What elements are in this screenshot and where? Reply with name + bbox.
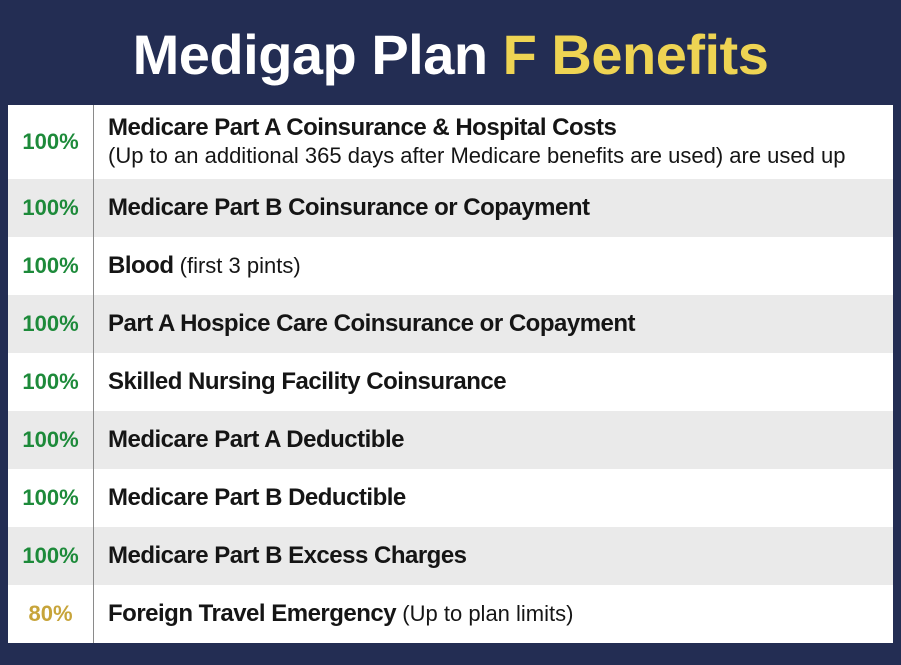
table-row: 100% Medicare Part B Coinsurance or Copa… [8, 179, 893, 237]
benefit-title: Part A Hospice Care Coinsurance or Copay… [108, 310, 635, 337]
description-cell: Medicare Part B Coinsurance or Copayment [94, 186, 893, 230]
title-part1: Medigap Plan [133, 23, 503, 86]
description-cell: Medicare Part B Deductible [94, 476, 893, 520]
title-part2: F Benefits [503, 23, 769, 86]
percent-cell: 100% [8, 237, 94, 295]
percent-cell: 100% [8, 469, 94, 527]
benefit-title: Medicare Part A Coinsurance & Hospital C… [108, 114, 616, 141]
description-cell: Medicare Part B Excess Charges [94, 534, 893, 578]
benefit-title: Foreign Travel Emergency [108, 600, 402, 627]
description-cell: Medicare Part A Deductible [94, 418, 893, 462]
percent-cell: 100% [8, 105, 94, 179]
table-row: 100% Medicare Part A Deductible [8, 411, 893, 469]
percent-cell: 80% [8, 585, 94, 643]
benefit-note: (Up to an additional 365 days after Medi… [108, 143, 845, 168]
benefits-table: 100% Medicare Part A Coinsurance & Hospi… [8, 105, 893, 643]
table-row: 100% Blood (first 3 pints) [8, 237, 893, 295]
percent-cell: 100% [8, 411, 94, 469]
benefit-title: Medicare Part B Excess Charges [108, 542, 467, 569]
description-cell: Foreign Travel Emergency (Up to plan lim… [94, 592, 893, 636]
benefit-title: Blood [108, 252, 180, 279]
description-cell: Part A Hospice Care Coinsurance or Copay… [94, 302, 893, 346]
benefit-note: (Up to plan limits) [402, 601, 573, 626]
description-cell: Skilled Nursing Facility Coinsurance [94, 360, 893, 404]
page-title: Medigap Plan F Benefits [8, 8, 893, 105]
table-row: 100% Medicare Part B Deductible [8, 469, 893, 527]
percent-cell: 100% [8, 179, 94, 237]
benefit-title: Medicare Part A Deductible [108, 426, 404, 453]
table-row: 100% Medicare Part B Excess Charges [8, 527, 893, 585]
description-cell: Medicare Part A Coinsurance & Hospital C… [94, 106, 893, 177]
percent-cell: 100% [8, 295, 94, 353]
benefit-title: Medicare Part B Coinsurance or Copayment [108, 194, 589, 221]
table-row: 100% Part A Hospice Care Coinsurance or … [8, 295, 893, 353]
benefit-note: (first 3 pints) [180, 253, 301, 278]
percent-cell: 100% [8, 527, 94, 585]
description-cell: Blood (first 3 pints) [94, 244, 893, 288]
percent-cell: 100% [8, 353, 94, 411]
table-row: 80% Foreign Travel Emergency (Up to plan… [8, 585, 893, 643]
table-row: 100% Skilled Nursing Facility Coinsuranc… [8, 353, 893, 411]
benefit-title: Medicare Part B Deductible [108, 484, 406, 511]
benefit-title: Skilled Nursing Facility Coinsurance [108, 368, 506, 395]
table-row: 100% Medicare Part A Coinsurance & Hospi… [8, 105, 893, 179]
